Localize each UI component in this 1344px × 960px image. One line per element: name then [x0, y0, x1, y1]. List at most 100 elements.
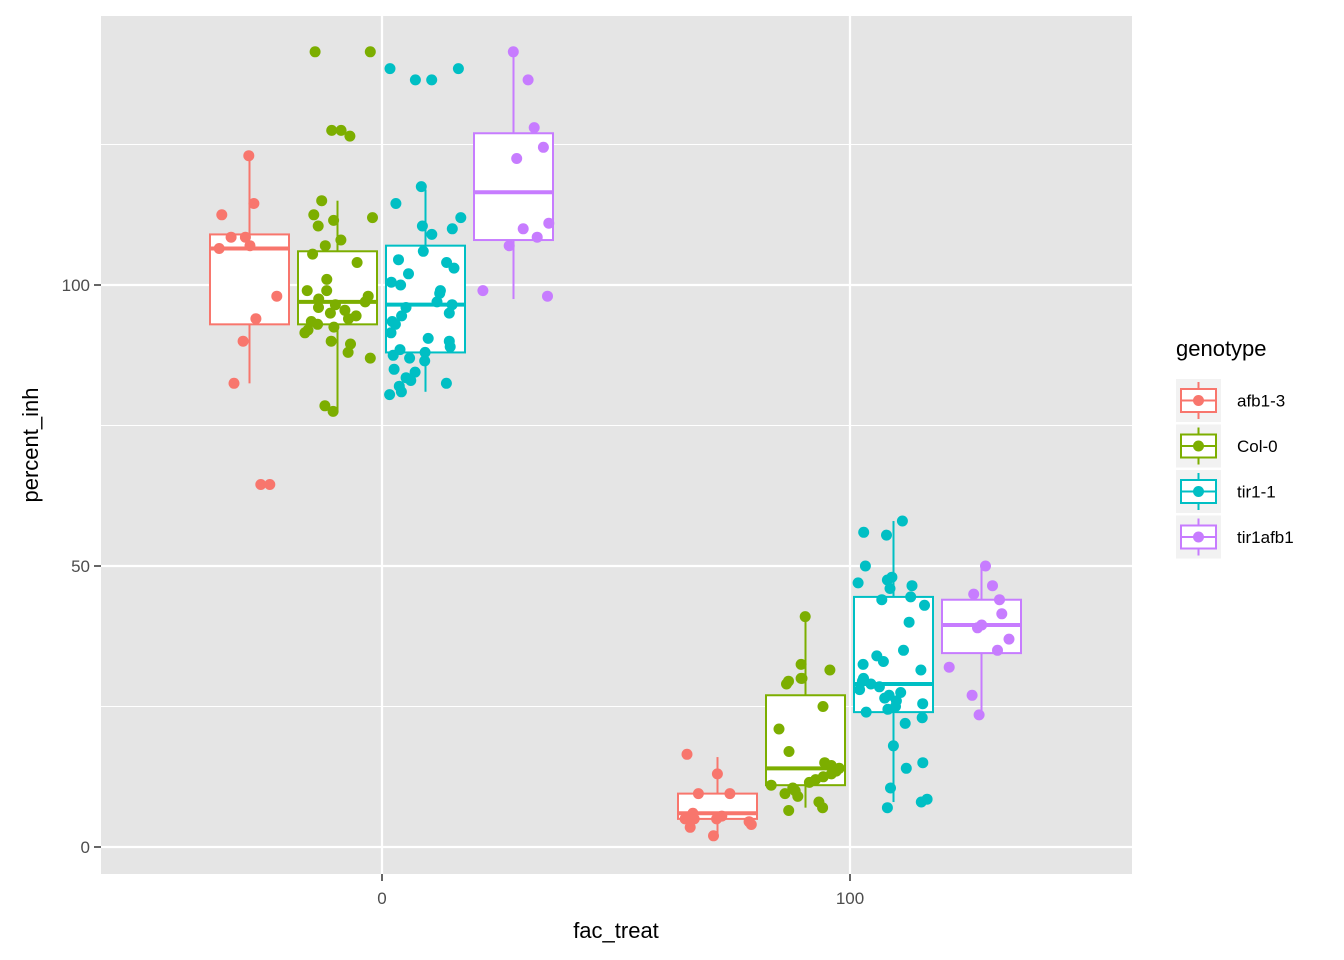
data-point [915, 664, 927, 676]
data-point [824, 664, 836, 676]
data-point [244, 240, 256, 252]
data-point [228, 377, 240, 389]
legend-key-point [1193, 395, 1204, 406]
y-tick-label: 50 [71, 557, 90, 576]
data-point [885, 782, 896, 794]
legend-key-point [1193, 486, 1204, 497]
data-point [403, 268, 414, 280]
data-point [917, 757, 929, 769]
data-point [859, 560, 871, 572]
data-point [335, 124, 347, 136]
data-point [395, 386, 407, 398]
data-point [968, 588, 980, 600]
data-point [879, 692, 891, 704]
data-point [522, 74, 534, 86]
data-point [881, 529, 892, 541]
data-point [692, 788, 704, 800]
data-point [388, 363, 400, 375]
data-point [987, 580, 998, 592]
series-Col-0 [297, 46, 846, 816]
data-point [446, 223, 458, 235]
data-point [326, 124, 338, 136]
data-point [309, 46, 321, 58]
data-point [795, 658, 807, 670]
data-point [543, 217, 555, 229]
data-point [882, 703, 894, 715]
data-point [905, 591, 917, 603]
data-point [384, 389, 396, 401]
data-point [384, 63, 396, 75]
data-point [344, 130, 356, 142]
data-point [400, 302, 412, 313]
legend-item-afb1-3: afb1-3 [1176, 379, 1285, 422]
data-point [419, 355, 431, 367]
data-point [877, 656, 889, 667]
data-point [903, 616, 915, 628]
data-point [364, 46, 376, 58]
data-point [329, 299, 341, 311]
data-point [390, 198, 402, 209]
y-tick-label: 0 [81, 838, 90, 857]
data-point [250, 313, 262, 325]
data-point [255, 479, 267, 490]
x-axis-title: fac_treat [573, 918, 659, 943]
y-axis-title: percent_inh [18, 388, 43, 503]
data-point [876, 594, 888, 606]
data-point [440, 377, 452, 389]
data-point [404, 352, 416, 364]
data-point [781, 678, 792, 690]
data-point [773, 723, 785, 735]
data-point [915, 796, 927, 808]
data-point [711, 813, 723, 825]
data-point [321, 273, 333, 285]
series-tir1afb1 [473, 46, 1022, 721]
plot-panel [101, 16, 1132, 874]
data-point [313, 302, 324, 313]
data-point [343, 313, 354, 325]
data-point [898, 644, 909, 656]
data-point [503, 240, 515, 252]
data-point [865, 678, 877, 690]
data-point [443, 307, 455, 319]
data-point [248, 198, 260, 209]
data-point [783, 805, 795, 816]
data-point [299, 327, 311, 339]
data-point [417, 245, 429, 257]
data-point [307, 248, 319, 260]
box-tir1-1-100 [852, 515, 934, 814]
data-point [446, 299, 458, 311]
data-point [319, 240, 331, 252]
data-point [528, 122, 540, 134]
data-point [321, 285, 333, 297]
data-point [327, 405, 339, 417]
box-tir1afb1-100 [941, 560, 1022, 721]
data-point [328, 321, 340, 333]
x-tick-label: 0 [377, 889, 386, 908]
series-afb1-3 [209, 150, 758, 842]
data-point [895, 687, 907, 698]
data-point [542, 290, 553, 302]
data-point [684, 821, 696, 833]
legend-key-point [1193, 531, 1204, 543]
data-point [799, 611, 811, 623]
data-point [817, 802, 829, 814]
data-point [679, 813, 691, 825]
data-point [395, 279, 407, 291]
data-point [884, 583, 896, 594]
data-point [477, 285, 489, 297]
data-point [426, 74, 438, 86]
data-point [313, 293, 325, 305]
box-tir1afb1-0 [473, 46, 555, 302]
data-point [243, 150, 255, 162]
data-point [817, 701, 829, 712]
data-point [996, 608, 1008, 620]
data-point [919, 599, 930, 611]
data-point [335, 234, 347, 246]
data-point [434, 287, 446, 299]
data-point [881, 802, 893, 814]
data-point [779, 788, 791, 800]
data-point [213, 243, 225, 254]
data-point [301, 285, 313, 297]
legend-keys: afb1-3 Col-0 tir1-1 tir1afb1 [1176, 379, 1294, 559]
data-point [873, 681, 885, 693]
